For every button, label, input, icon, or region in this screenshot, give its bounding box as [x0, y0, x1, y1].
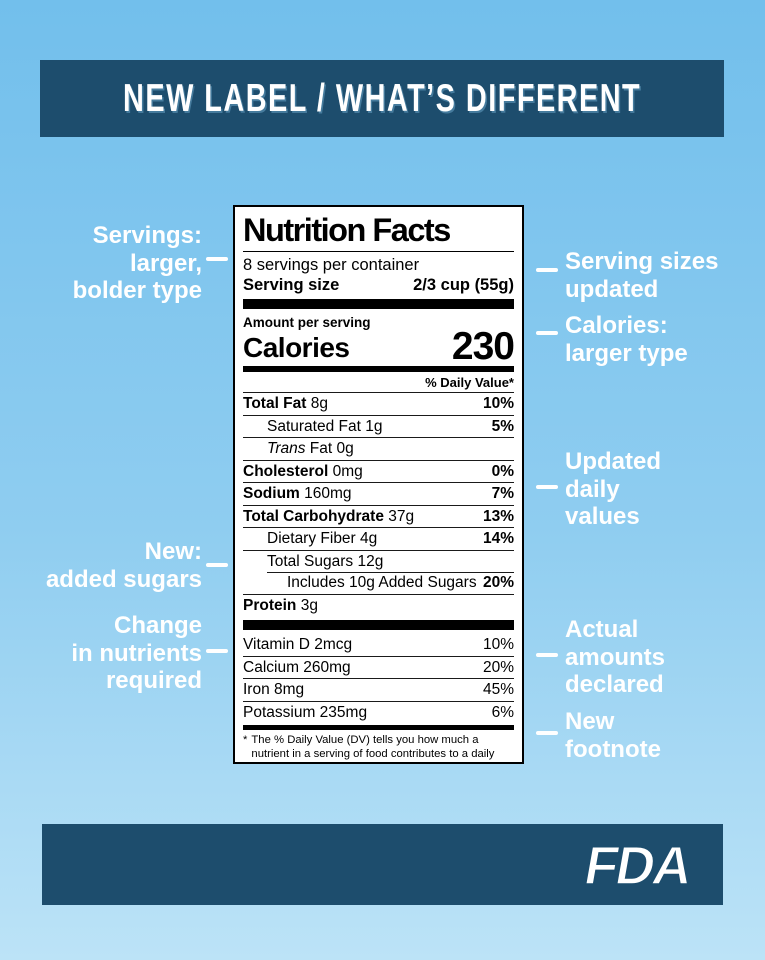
- thick-rule: [243, 620, 514, 630]
- thick-rule: [243, 299, 514, 309]
- footer-banner: FDA: [42, 824, 723, 905]
- annotation-servings: Servings: larger, bolder type: [72, 222, 202, 304]
- annotation-serving-sizes: Serving sizes updated: [565, 248, 719, 303]
- medium-rule: [243, 725, 514, 730]
- nutrient-row-total-fat: Total Fat 8g 10%: [243, 392, 514, 415]
- nutrient-name: Includes 10g Added Sugars: [287, 574, 477, 591]
- nutrient-name: Protein 3g: [243, 596, 318, 614]
- vitamin-row-vitamin-d: Vitamin D 2mcg 10%: [243, 634, 514, 656]
- page-title: NEW LABEL / WHAT’S DIFFERENT: [122, 76, 642, 120]
- nutrient-dv: 10%: [482, 395, 514, 412]
- serving-size-value: 2/3 cup (55g): [413, 276, 514, 294]
- nutrient-row-saturated-fat: Saturated Fat 1g 5%: [243, 414, 514, 438]
- serving-size-row: Serving size 2/3 cup (55g): [243, 275, 514, 295]
- connector-dash: [206, 257, 228, 261]
- nutrition-facts-label: Nutrition Facts 8 servings per container…: [233, 205, 524, 764]
- vitamin-name: Vitamin D 2mcg: [243, 636, 353, 653]
- vitamin-row-iron: Iron 8mg 45%: [243, 678, 514, 701]
- label-title: Nutrition Facts: [243, 212, 514, 252]
- nutrient-name: Dietary Fiber 4g: [267, 530, 378, 547]
- vitamin-dv: 6%: [491, 703, 514, 721]
- vitamin-name: Iron 8mg: [243, 681, 305, 698]
- nutrient-row-protein: Protein 3g: [243, 593, 514, 617]
- annotation-new-footnote: New footnote: [565, 708, 661, 763]
- connector-dash: [206, 649, 228, 653]
- annotation-actual-amounts: Actual amounts declared: [565, 616, 666, 698]
- vitamin-row-potassium: Potassium 235mg 6%: [243, 700, 514, 724]
- nutrient-name: Saturated Fat 1g: [267, 417, 383, 435]
- nutrient-dv: 5%: [491, 417, 514, 435]
- vitamin-row-calcium: Calcium 260mg 20%: [243, 655, 514, 679]
- header-banner: NEW LABEL / WHAT’S DIFFERENT: [40, 60, 724, 137]
- vitamin-name: Potassium 235mg: [243, 703, 368, 721]
- calories-row: Calories 230: [243, 325, 515, 368]
- vitamin-dv: 20%: [482, 658, 514, 676]
- annotation-calories: Calories: larger type: [565, 312, 688, 367]
- nutrient-row-sodium: Sodium 160mg 7%: [243, 482, 514, 505]
- connector-dash: [536, 485, 558, 489]
- nutrient-name: Total Fat 8g: [243, 395, 328, 412]
- nutrient-row-added-sugars: Includes 10g Added Sugars 20%: [243, 572, 514, 594]
- nutrient-dv: 0%: [491, 462, 514, 480]
- nutrient-row-total-carbohydrate: Total Carbohydrate 37g 13%: [243, 504, 514, 528]
- nutrient-row-total-sugars: Total Sugars 12g: [243, 549, 514, 573]
- vitamin-name: Calcium 260mg: [243, 658, 351, 676]
- annotation-daily-values: Updated daily values: [565, 448, 661, 530]
- serving-size-label: Serving size: [243, 276, 340, 294]
- nutrient-name: Cholesterol 0mg: [243, 462, 363, 480]
- nutrient-dv: 20%: [482, 574, 514, 591]
- amount-per-serving: Amount per serving: [243, 315, 371, 330]
- calories-label: Calories: [243, 332, 350, 363]
- daily-value-header: % Daily Value*: [425, 375, 514, 390]
- nutrient-row-cholesterol: Cholesterol 0mg 0%: [243, 459, 514, 483]
- medium-rule: [243, 366, 514, 372]
- connector-dash: [536, 331, 558, 335]
- nutrient-row-trans-fat: Trans Fat 0g: [243, 437, 514, 460]
- annotation-added-sugars: New: added sugars: [45, 538, 202, 593]
- vitamin-dv: 10%: [482, 636, 514, 653]
- fda-logo-icon: FDA: [579, 834, 697, 896]
- connector-dash: [536, 268, 558, 272]
- vitamin-dv: 45%: [482, 681, 514, 698]
- connector-dash: [206, 563, 228, 567]
- footnote-text: The % Daily Value (DV) tells you how muc…: [251, 734, 495, 762]
- nutrient-row-dietary-fiber: Dietary Fiber 4g 14%: [243, 527, 514, 550]
- calories-value: 230: [451, 325, 515, 368]
- nutrient-dv: 14%: [482, 530, 514, 547]
- servings-per-container: 8 servings per container: [243, 256, 420, 274]
- label-footnote: * The % Daily Value (DV) tells you how m…: [243, 730, 514, 762]
- nutrient-name: Sodium 160mg: [243, 485, 352, 502]
- nutrient-dv: 7%: [491, 485, 514, 502]
- footnote-asterisk: *: [243, 734, 248, 746]
- connector-dash: [536, 731, 558, 735]
- nutrient-name: Trans Fat 0g: [267, 440, 354, 457]
- svg-text:FDA: FDA: [580, 835, 696, 896]
- connector-dash: [536, 653, 558, 657]
- annotation-nutrients-required: Change in nutrients required: [71, 612, 202, 694]
- nutrient-name: Total Sugars 12g: [267, 552, 384, 570]
- nutrient-name: Total Carbohydrate 37g: [243, 507, 415, 525]
- nutrient-dv: 13%: [482, 507, 514, 525]
